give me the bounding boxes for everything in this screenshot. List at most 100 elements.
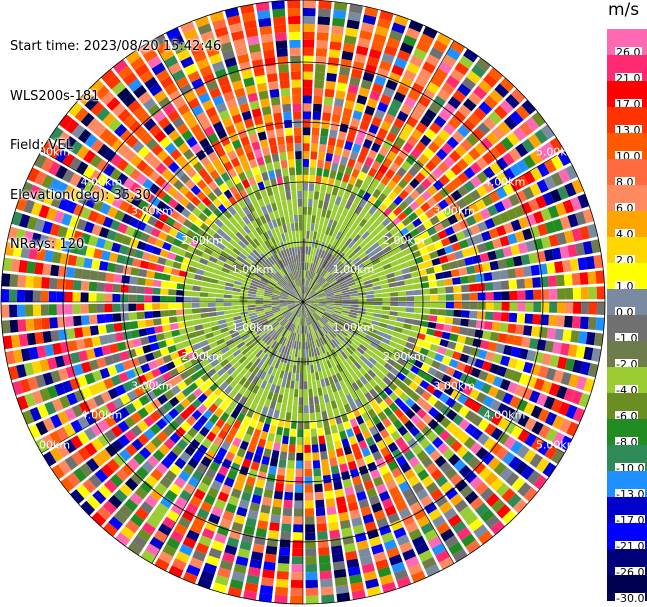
range-gate (412, 47, 427, 61)
range-gate (468, 92, 482, 106)
range-gate (366, 97, 378, 109)
range-gate (247, 373, 256, 382)
range-gate (340, 267, 348, 274)
range-gate (500, 312, 510, 322)
range-gate (70, 188, 83, 202)
range-gate (112, 313, 122, 322)
range-gate (351, 168, 360, 179)
range-gate (63, 423, 76, 438)
range-gate (424, 108, 437, 121)
range-gate (458, 465, 472, 478)
range-gate (134, 346, 145, 356)
range-gate (303, 127, 311, 136)
range-gate (587, 271, 597, 285)
range-gate (406, 302, 415, 307)
range-gate (374, 109, 386, 120)
range-gate (55, 148, 69, 163)
range-gate (488, 67, 503, 82)
range-gate (293, 111, 302, 120)
range-gate (118, 200, 130, 212)
range-gate (300, 317, 303, 326)
range-gate (195, 268, 205, 276)
range-gate (62, 353, 73, 366)
range-gate (56, 181, 69, 196)
range-gate (384, 267, 394, 275)
range-gate (175, 496, 188, 509)
range-gate (290, 291, 297, 297)
range-gate (143, 191, 155, 203)
range-gate (330, 424, 338, 434)
range-gate (194, 85, 208, 97)
range-gate (305, 571, 318, 581)
range-gate (244, 350, 253, 359)
range-gate (473, 461, 487, 475)
range-gate (448, 260, 459, 270)
range-gate (281, 267, 287, 276)
range-gate (359, 269, 369, 276)
range-gate (78, 129, 92, 144)
range-gate (351, 327, 360, 334)
range-gate (444, 317, 454, 325)
range-gate (354, 321, 363, 328)
range-gate (247, 203, 256, 213)
range-gate (128, 303, 137, 312)
range-gate (253, 486, 264, 497)
range-gate (300, 294, 303, 302)
range-gate (289, 348, 294, 357)
range-gate (424, 334, 434, 343)
range-gate (409, 330, 419, 338)
range-gate (304, 444, 311, 453)
range-gate (241, 316, 251, 322)
range-gate (278, 208, 284, 218)
range-gate (127, 78, 143, 92)
range-gate (361, 231, 370, 240)
range-gate (247, 296, 256, 300)
range-gate (239, 305, 248, 309)
range-gate (490, 413, 503, 426)
range-gate (169, 34, 185, 48)
range-label: 2.00km (383, 234, 425, 247)
range-gate (23, 230, 34, 245)
range-gate (377, 237, 386, 246)
range-gate (215, 306, 224, 312)
range-gate (364, 64, 377, 75)
range-gate (392, 206, 403, 216)
range-gate (9, 304, 18, 318)
range-gate (130, 195, 143, 207)
range-gate (347, 11, 362, 22)
range-gate (299, 270, 302, 279)
range-gate (291, 556, 303, 565)
range-gate (305, 532, 316, 541)
range-gate (522, 186, 535, 200)
range-gate (347, 566, 361, 577)
range-gate (304, 262, 307, 271)
range-gate (308, 396, 314, 406)
range-gate (328, 350, 335, 359)
range-gate (230, 409, 240, 419)
range-gate (186, 393, 197, 403)
range-gate (184, 290, 193, 297)
range-gate (285, 256, 291, 265)
range-gate (73, 389, 86, 403)
range-gate (314, 71, 325, 81)
range-gate (220, 171, 231, 182)
range-gate (10, 334, 21, 348)
range-gate (243, 370, 252, 380)
range-gate (109, 168, 122, 181)
range-gate (265, 312, 274, 317)
range-gate (272, 290, 281, 295)
range-gate (420, 314, 430, 321)
range-gate (583, 346, 594, 361)
range-gate (239, 331, 248, 338)
range-gate (262, 41, 274, 51)
range-gate (312, 282, 318, 290)
range-gate (253, 324, 262, 330)
colorbar-segment: -8.0 (607, 419, 647, 449)
range-gate (287, 313, 293, 321)
range-gate (322, 315, 330, 321)
range-gate (297, 190, 302, 199)
range-gate (292, 280, 297, 288)
range-gate (536, 250, 546, 263)
range-gate (480, 340, 490, 350)
range-gate (318, 306, 326, 310)
